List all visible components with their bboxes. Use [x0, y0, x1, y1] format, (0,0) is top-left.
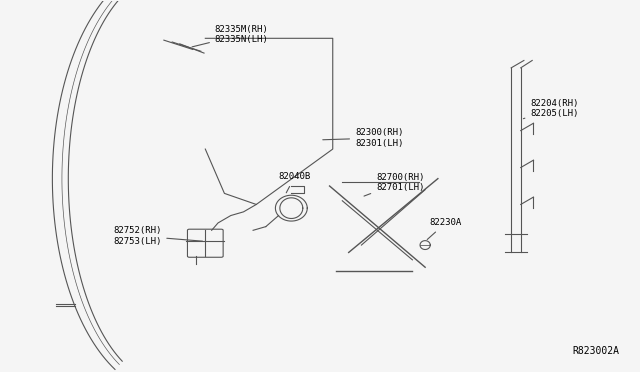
Text: 82204(RH)
82205(LH): 82204(RH) 82205(LH) — [524, 99, 579, 119]
Text: 82752(RH)
82753(LH): 82752(RH) 82753(LH) — [113, 226, 202, 246]
Text: R823002A: R823002A — [573, 346, 620, 356]
Text: 82335M(RH)
82335N(LH): 82335M(RH) 82335N(LH) — [192, 25, 269, 47]
Text: 82300(RH)
82301(LH): 82300(RH) 82301(LH) — [323, 128, 403, 148]
Text: 82230A: 82230A — [428, 218, 462, 240]
Text: 82700(RH)
82701(LH): 82700(RH) 82701(LH) — [364, 173, 424, 196]
Text: 82040B: 82040B — [278, 172, 311, 193]
